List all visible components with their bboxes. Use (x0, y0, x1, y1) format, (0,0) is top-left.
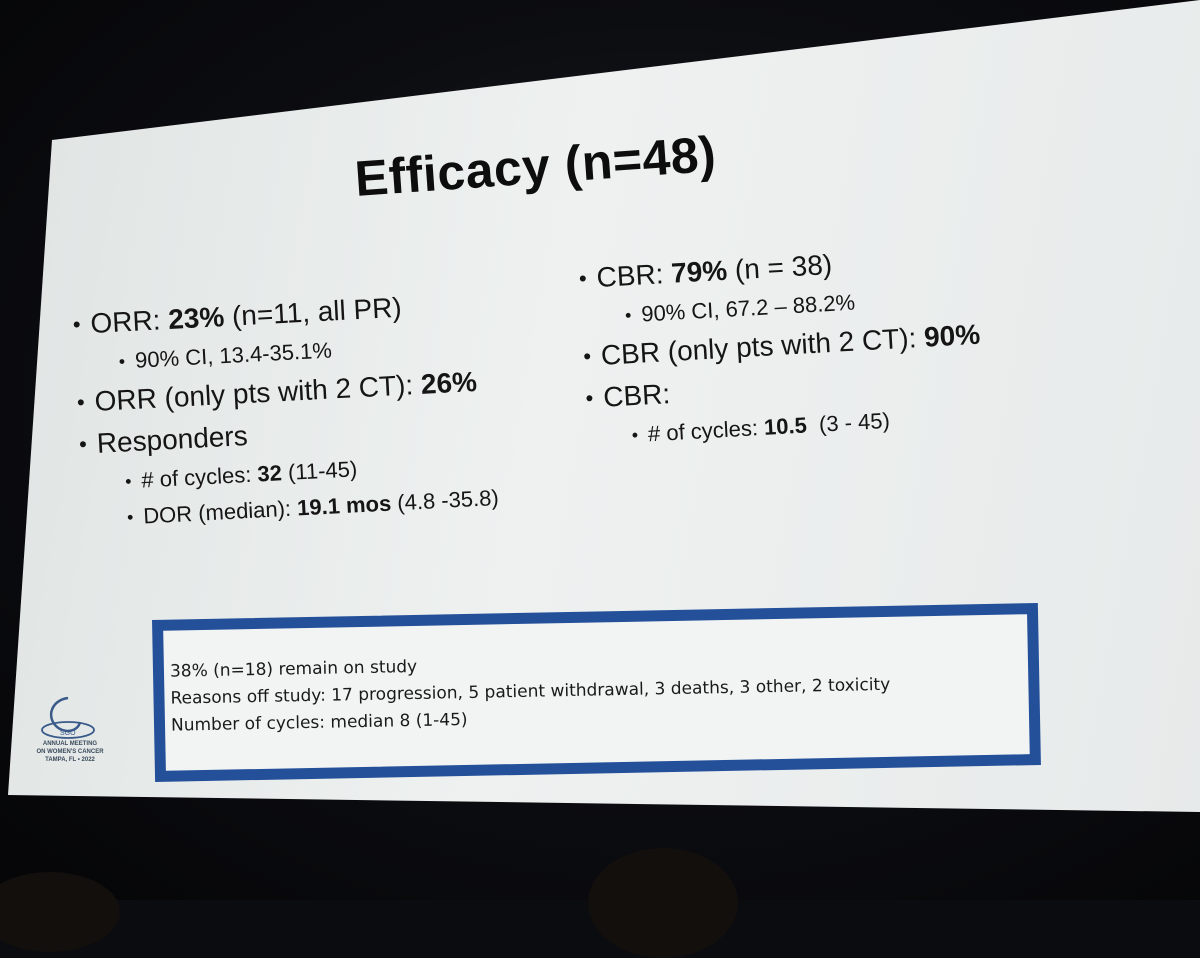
logo-line-1: ANNUAL MEETING (42, 741, 98, 747)
slide-title: Efficacy (n=48) (353, 125, 718, 207)
right-bullet-list: • CBR: 79% (n = 38) • 90% CI, 67.2 – 88.2% •… (578, 240, 986, 460)
bullet-text: 90% CI, 67.2 – 88.2% (641, 289, 856, 329)
bullet-dot-icon: • (72, 311, 82, 337)
bullet-dot-icon: • (631, 424, 639, 446)
bullet-segment: (n=11, all PR) (223, 291, 403, 333)
bullet-segment: # of cycles: (647, 414, 765, 447)
bullet-segment: CBR (only pts with 2 CT): (600, 321, 925, 371)
bullet-dot-icon: • (584, 385, 595, 411)
bullet-dot-icon: • (582, 343, 592, 369)
bullet-segment: ORR: (89, 304, 170, 340)
bullet-segment: (4.8 -35.8) (390, 484, 500, 516)
bullet-segment: CBR: (595, 257, 673, 293)
sgo-logo-icon: SGO (41, 696, 95, 739)
bullet-dot-icon: • (118, 351, 126, 372)
bullet-dot-icon: • (76, 389, 86, 415)
bullet-value: 32 (256, 460, 283, 487)
bullet-dot-icon: • (78, 431, 88, 457)
bullet-text: # of cycles: 10.5 (3 - 45) (647, 407, 890, 448)
bullet-text: # of cycles: 32 (11-45) (141, 455, 358, 494)
bullet-segment: 90% CI, 67.2 – 88.2% (640, 289, 856, 327)
slide: Efficacy (n=48) • ORR: 23% (n=11, all PR)… (18, 125, 1041, 782)
bullet-dot-icon: • (124, 471, 132, 492)
bullet-value: 26% (420, 365, 478, 400)
bullet-segment: # of cycles: (140, 461, 259, 493)
logo-mark: SGO (60, 730, 76, 737)
bullet-segment: ORR (only pts with 2 CT): (93, 368, 422, 417)
bullet-segment: Responders (96, 420, 249, 459)
left-bullet-list: • ORR: 23% (n=11, all PR) • 90% CI, 13.4-35… (72, 286, 500, 541)
bullet-dot-icon: • (126, 507, 134, 528)
logo-caption: ANNUAL MEETING ON WOMEN'S CANCER TAMPA, … (18, 740, 122, 764)
bullet-text: 90% CI, 13.4-35.1% (134, 336, 332, 374)
bullet-text: CBR: 79% (n = 38) (596, 248, 833, 295)
bullet-value: 19.1 mos (296, 490, 392, 521)
bullet-segment: (11-45) (281, 456, 358, 486)
bullet-value: 79% (670, 254, 728, 289)
bullet-value: 10.5 (763, 412, 808, 440)
bullet-text: CBR: (602, 377, 671, 415)
bullet-value: 90% (923, 318, 981, 353)
logo-line-3: TAMPA, FL • 2022 (45, 757, 95, 763)
bullet-segment: 90% CI, 13.4-35.1% (134, 337, 333, 373)
bullet-segment: (3 - 45) (806, 407, 891, 438)
logo-line-2: ON WOMEN'S CANCER (36, 749, 104, 755)
summary-box: 38% (n=18) remain on study Reasons off s… (152, 602, 1041, 782)
bullet-text: ORR: 23% (n=11, all PR) (90, 291, 403, 341)
bullet-segment: (n = 38) (726, 248, 833, 286)
bullet-segment: CBR: (602, 378, 671, 413)
bullet-text: Responders (96, 419, 249, 461)
projector-screen: Efficacy (n=48) • ORR: 23% (n=11, all PR)… (8, 0, 1200, 812)
bullet-segment: DOR (median): (142, 495, 298, 529)
bullet-dot-icon: • (624, 305, 632, 326)
audience-head-center (588, 848, 738, 958)
bullet-value: 23% (167, 301, 225, 335)
bullet-dot-icon: • (578, 265, 588, 291)
